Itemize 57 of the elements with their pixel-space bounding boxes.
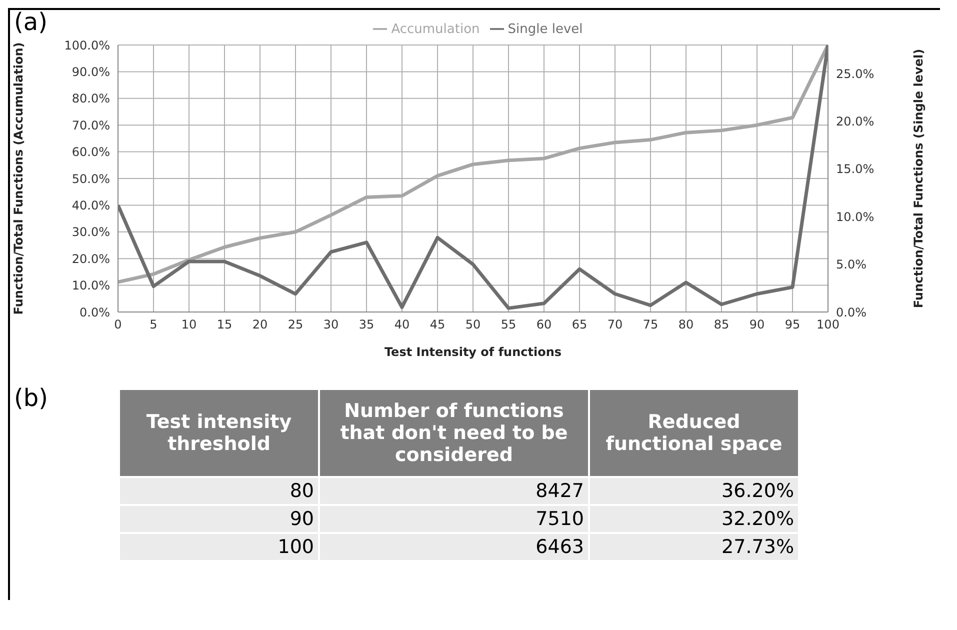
y-tick-label: 90.0% [72,64,110,79]
x-tick-label: 95 [784,318,800,332]
category-label: Reduced functional space [589,389,799,477]
text: 36.20% [722,480,794,502]
y-tick-label: 60.0% [72,145,110,160]
y-tick-label: 50.0% [72,172,110,186]
x-tick-label: 20 [252,318,268,332]
text: 32.20% [722,508,794,530]
y-tick-label: 10.0% [72,278,110,293]
x-tick-label: 40 [394,318,410,332]
y2-tick-label: 20.0% [836,114,874,129]
text: 100 [278,536,314,558]
category-label: Number of functions that don't need to be considered [319,389,589,477]
y2-tick-label: 25.0% [836,66,874,81]
x-tick-label: 65 [572,318,588,332]
x-tick-label: 85 [714,318,730,332]
x-tick-label: 55 [500,318,516,332]
text: 7510 [536,508,584,530]
x-tick-label: 70 [607,318,623,332]
y-tick-label: 40.0% [72,198,110,212]
y2-tick-label: 5.0% [836,258,866,272]
y-tick-label: 0.0% [80,305,110,320]
y-tick-label: 70.0% [72,118,110,132]
x-tick-label: 25 [288,318,304,332]
y-tick-label: 30.0% [72,225,110,240]
x-tick-label: 30 [323,318,339,332]
x-tick-label: 100 [816,318,840,332]
x-tick-label: 50 [465,318,481,332]
chart-title: (a) [14,8,48,36]
x-tick-label: 10 [181,318,197,332]
text: 6463 [536,536,584,558]
y2-tick-label: 15.0% [836,162,874,176]
y2-tick-label: 0.0% [836,305,866,320]
y-axis-title: Function/Total Functions (Accumulation) [11,42,26,315]
y-tick-label: 80.0% [72,92,110,106]
text: (b) [14,384,48,412]
x-tick-label: 60 [536,318,552,332]
text: 90 [290,508,314,530]
x-tick-label: 90 [749,318,765,332]
legend-label: Single level [508,22,583,37]
x-axis-title: Test Intensity of functions [384,345,562,359]
x-tick-label: 15 [216,318,232,332]
y-tick-label: 100.0% [64,38,110,52]
legend-label: Accumulation [391,22,480,37]
y-tick-label: 20.0% [72,252,110,266]
text: 27.73% [722,536,794,558]
x-tick-label: 45 [430,318,446,332]
category-label: Test intensity threshold [119,389,319,477]
x-tick-label: 80 [678,318,694,332]
x-tick-label: 5 [150,318,158,332]
x-tick-label: 0 [114,318,122,332]
y2-tick-label: 10.0% [836,210,874,224]
text: 80 [290,480,314,502]
text: 8427 [536,480,584,502]
x-tick-label: 35 [358,318,374,332]
y2-axis-title: Function/Total Functions (Single level) [911,48,926,308]
x-tick-label: 75 [642,318,658,332]
